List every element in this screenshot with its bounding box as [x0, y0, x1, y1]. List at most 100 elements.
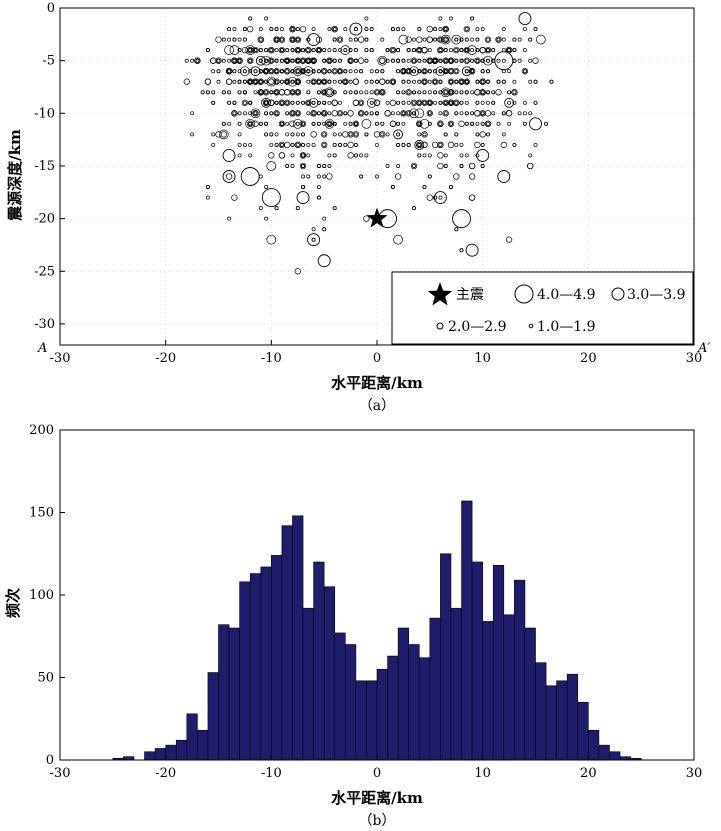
- scatter-point: [447, 78, 455, 85]
- scatter-point: [264, 69, 269, 74]
- scatter-point: [364, 132, 369, 137]
- scatter-point: [470, 121, 475, 126]
- scatter-point: [348, 132, 353, 137]
- scatter-point: [322, 58, 327, 63]
- scatter-point: [311, 227, 316, 232]
- scatter-point: [396, 121, 401, 126]
- scatter-point: [379, 57, 386, 64]
- scatter-point: [258, 58, 263, 63]
- scatter-point: [454, 227, 459, 232]
- scatter-point: [268, 57, 275, 64]
- scatter-point: [505, 236, 513, 243]
- scatter-point: [348, 69, 353, 74]
- scatter-point: [290, 164, 295, 168]
- scatter-point: [324, 87, 335, 98]
- scatter-point: [433, 100, 438, 105]
- scatter-point: [491, 100, 496, 105]
- scatter-point: [195, 58, 200, 63]
- scatter-point: [390, 58, 395, 63]
- scatter-point: [258, 37, 263, 42]
- scatter-point: [237, 142, 242, 147]
- scatter-point: [426, 57, 433, 64]
- scatter-point: [464, 37, 469, 42]
- scatter-point: [453, 173, 460, 180]
- scatter-point: [316, 48, 321, 53]
- scatter-point: [390, 48, 395, 53]
- scatter-point: [285, 58, 290, 63]
- scatter-point: [396, 48, 401, 53]
- scatter-point: [480, 79, 485, 84]
- scatter-point: [507, 48, 512, 53]
- scatter-point: [221, 121, 226, 126]
- y-tick-label: 200: [29, 423, 54, 438]
- scatter-point: [443, 27, 448, 32]
- scatter-point: [459, 142, 464, 147]
- scatter-point: [468, 68, 476, 75]
- scatter-point: [278, 152, 286, 159]
- scatter-point: [274, 69, 279, 74]
- scatter-point: [496, 37, 501, 42]
- scatter-point: [427, 100, 432, 105]
- scatter-point: [359, 90, 364, 95]
- scatter-point: [268, 78, 275, 85]
- scatter-point: [453, 46, 460, 54]
- scatter-point: [463, 46, 470, 54]
- scatter-point: [294, 46, 301, 54]
- scatter-point: [347, 131, 354, 138]
- scatter-point: [348, 58, 353, 63]
- scatter-point: [440, 34, 451, 45]
- scatter-point: [475, 58, 480, 63]
- scatter-point: [216, 79, 221, 84]
- scatter-point: [278, 120, 286, 127]
- scatter-point: [437, 152, 444, 159]
- scatter-point: [294, 268, 301, 275]
- scatter-y-axis-label: 震源深度/km: [6, 129, 24, 221]
- scatter-point: [511, 89, 518, 96]
- scatter-point: [421, 68, 428, 75]
- scatter-point: [401, 142, 406, 147]
- scatter-point: [322, 48, 327, 53]
- mainshock-marker: [366, 207, 388, 228]
- scatter-point: [480, 27, 485, 32]
- scatter-point: [385, 164, 390, 168]
- x-tick-label: -30: [50, 351, 71, 366]
- scatter-point: [470, 48, 475, 53]
- scatter-point: [507, 90, 512, 95]
- scatter-point: [227, 216, 232, 221]
- scatter-point: [431, 57, 439, 64]
- scatter-point: [322, 69, 327, 74]
- scatter-point: [454, 90, 459, 95]
- scatter-point: [338, 142, 342, 147]
- scatter-point: [237, 153, 242, 158]
- scatter-point: [274, 206, 279, 211]
- scatter-point: [451, 34, 462, 45]
- scatter-point: [443, 58, 448, 63]
- scatter-point: [454, 69, 459, 74]
- scatter-point: [398, 34, 409, 45]
- scatter-point: [459, 37, 464, 42]
- scatter-point: [447, 99, 455, 106]
- scatter-point: [389, 120, 397, 127]
- scatter-point: [438, 111, 443, 116]
- corner-label-right: A′: [697, 341, 710, 356]
- scatter-point: [205, 48, 210, 53]
- scatter-point: [336, 68, 344, 75]
- scatter-point: [417, 121, 422, 126]
- scatter-point: [332, 142, 337, 147]
- scatter-point: [326, 120, 333, 127]
- scatter-point: [406, 48, 411, 53]
- x-tick-label: 30: [686, 351, 703, 366]
- scatter-point: [438, 90, 443, 95]
- scatter-point: [501, 58, 506, 63]
- scatter-point: [284, 99, 291, 106]
- scatter-point: [438, 69, 443, 74]
- scatter-point: [454, 111, 459, 116]
- scatter-point: [380, 132, 385, 137]
- scatter-point: [215, 131, 222, 138]
- scatter-point: [273, 68, 280, 75]
- scatter-point: [295, 142, 300, 147]
- scatter-point: [486, 79, 490, 84]
- scatter-point: [470, 90, 475, 95]
- scatter-point: [475, 100, 480, 105]
- scatter-point: [464, 27, 469, 32]
